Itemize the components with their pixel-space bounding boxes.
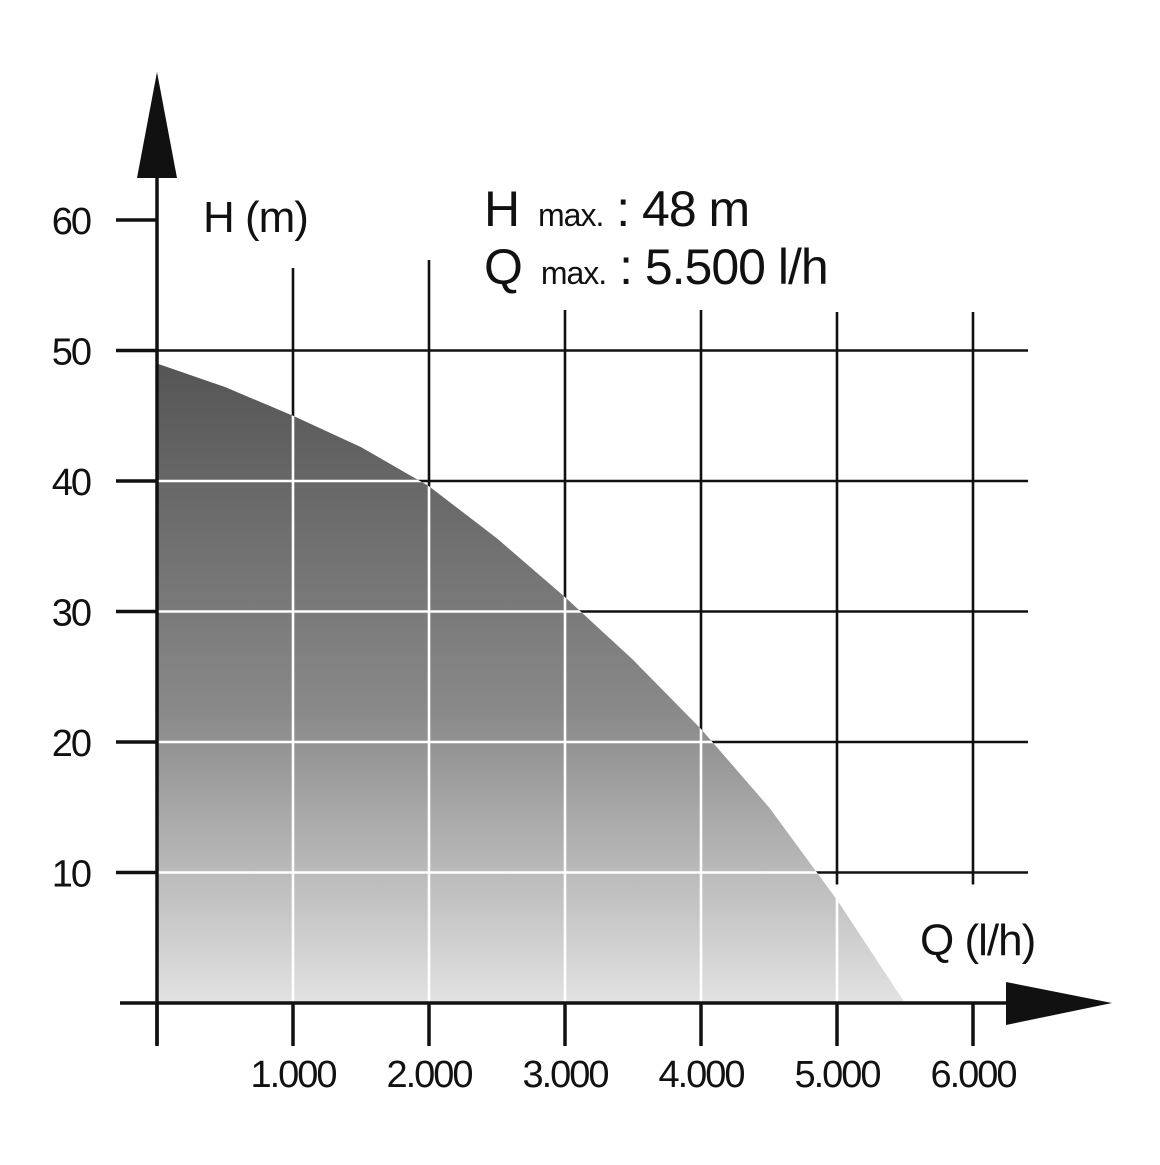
x-tick-label: 6.000: [930, 1054, 1016, 1096]
annotation-h-max: H max. : 48 m: [484, 181, 749, 237]
performance-area: [157, 363, 905, 1003]
annotation-q-max-value: : 5.500 l/h: [619, 239, 828, 295]
annotation-q-max-symbol: Q: [484, 239, 522, 295]
y-axis-title: H (m): [203, 193, 308, 242]
x-axis-arrow: [1006, 982, 1112, 1025]
y-tick-label: 60: [52, 201, 91, 243]
y-axis-arrow: [137, 72, 177, 178]
y-tick-label: 50: [52, 332, 91, 374]
annotation-h-max-value: : 48 m: [616, 181, 749, 237]
axes: [120, 72, 1112, 1045]
x-tick-label: 3.000: [522, 1054, 608, 1096]
annotation-h-max-sub: max.: [538, 197, 603, 233]
annotation-q-max-sub: max.: [541, 255, 606, 291]
x-tick-label: 4.000: [658, 1054, 744, 1096]
x-axis-title: Q (l/h): [920, 916, 1035, 965]
annotation-h-max-symbol: H: [484, 181, 519, 237]
labels: H (m) Q (l/h) H max. : 48 m Q max. : 5.5…: [203, 181, 1036, 965]
x-tick-label: 2.000: [386, 1054, 472, 1096]
y-tick-label: 10: [52, 854, 91, 896]
y-tick-label: 30: [52, 593, 91, 635]
ticks: 10 20 30 40 50 60 1.000 2.000 3.000 4.000 5.000 6.0…: [52, 201, 1019, 1096]
x-tick-label: 5.000: [794, 1054, 880, 1096]
annotation-q-max: Q max. : 5.500 l/h: [484, 239, 828, 295]
y-tick-label: 40: [52, 462, 91, 504]
x-tick-label: 1.000: [250, 1054, 336, 1096]
performance-curve-area: [157, 363, 905, 1003]
y-tick-label: 20: [52, 723, 91, 765]
